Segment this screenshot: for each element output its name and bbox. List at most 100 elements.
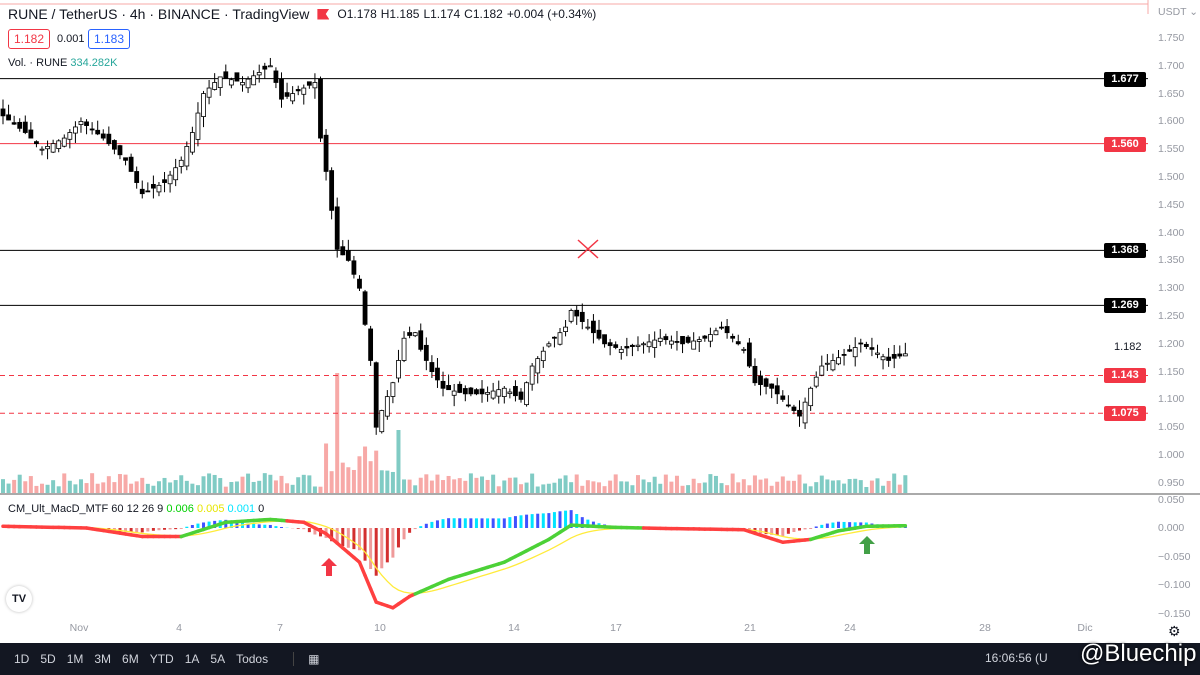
volume-bar bbox=[674, 475, 679, 493]
range-button-todos[interactable]: Todos bbox=[236, 652, 269, 666]
candle-body bbox=[891, 354, 897, 359]
volume-bar bbox=[140, 477, 145, 493]
volume-bar bbox=[179, 475, 184, 493]
time-axis-label: 7 bbox=[277, 622, 283, 634]
candle-body bbox=[189, 132, 195, 153]
goto-date-calendar-icon[interactable]: ▦ bbox=[293, 652, 319, 666]
buy-price[interactable]: 1.183 bbox=[88, 29, 131, 49]
candle-body bbox=[663, 336, 669, 341]
macd-histogram-bar bbox=[435, 520, 439, 528]
candle-body bbox=[123, 157, 128, 161]
candle-body bbox=[100, 133, 106, 139]
volume-bar bbox=[630, 485, 635, 493]
volume-bar bbox=[407, 479, 412, 493]
volume-bar bbox=[897, 484, 902, 493]
candle-body bbox=[11, 122, 17, 125]
volume-bar bbox=[463, 480, 468, 493]
candle-body bbox=[836, 357, 841, 365]
volume-bar bbox=[647, 482, 652, 493]
macd-histogram-bar bbox=[825, 523, 829, 528]
tradingview-logo[interactable]: TV bbox=[6, 586, 32, 612]
price-chart[interactable] bbox=[0, 0, 1200, 643]
candle-body bbox=[563, 326, 568, 332]
volume-bar bbox=[413, 485, 418, 493]
price-axis-label: 1.150 bbox=[1158, 365, 1185, 378]
candle-body bbox=[373, 362, 379, 428]
candle-body bbox=[774, 385, 780, 395]
candle-body bbox=[323, 134, 329, 172]
macd-line-segment bbox=[368, 587, 378, 604]
volume-bar bbox=[190, 483, 195, 493]
volume-bar bbox=[881, 485, 886, 493]
volume-bar bbox=[335, 373, 340, 493]
volume-bar bbox=[702, 482, 707, 493]
candle-body bbox=[267, 65, 273, 68]
range-button-5d[interactable]: 5D bbox=[40, 652, 56, 666]
volume-bar bbox=[39, 483, 44, 493]
ohlc-values: O1.178 H1.185 L1.174 C1.182 +0.004 (+0.34%) bbox=[337, 7, 597, 21]
volume-bar bbox=[195, 485, 200, 493]
macd-histogram-bar bbox=[837, 521, 840, 528]
candle-body bbox=[61, 137, 67, 147]
price-axis-label: 1.100 bbox=[1158, 393, 1185, 406]
volume-bar bbox=[268, 474, 273, 493]
candle-body bbox=[485, 392, 490, 395]
sell-price[interactable]: 1.182 bbox=[8, 29, 51, 49]
volume-bar bbox=[117, 474, 122, 493]
macd-histogram-bar bbox=[586, 519, 590, 528]
volume-bar bbox=[246, 473, 251, 493]
candle-body bbox=[301, 87, 307, 95]
candle-body bbox=[440, 380, 446, 389]
volume-bar bbox=[273, 480, 278, 493]
macd-histogram-bar bbox=[302, 528, 306, 530]
volume-bar bbox=[585, 480, 590, 493]
macd-histogram-bar bbox=[363, 528, 367, 561]
candle-body bbox=[657, 337, 663, 342]
macd-histogram-bar bbox=[357, 528, 361, 551]
volume-bar bbox=[296, 477, 301, 493]
volume-bar bbox=[201, 476, 206, 493]
candle-body bbox=[680, 336, 685, 345]
settings-gear-icon[interactable]: ⚙ bbox=[1168, 623, 1181, 639]
volume-bar bbox=[641, 479, 646, 493]
candle-body bbox=[201, 93, 206, 117]
macd-line-segment bbox=[363, 573, 373, 591]
volume-bar bbox=[602, 486, 607, 493]
candle-body bbox=[780, 395, 786, 400]
price-axis-label: 1.200 bbox=[1158, 337, 1185, 350]
macd-histogram-bar bbox=[759, 528, 763, 534]
candle-body bbox=[290, 93, 296, 102]
candle-body bbox=[17, 121, 23, 129]
macd-histogram-bar bbox=[508, 517, 512, 528]
volume-bar bbox=[418, 477, 423, 493]
candle-body bbox=[279, 78, 284, 100]
price-axis-label: 1.050 bbox=[1158, 421, 1185, 434]
range-button-1a[interactable]: 1A bbox=[184, 652, 200, 666]
macd-histogram-bar bbox=[196, 523, 200, 528]
macd-histogram-bar bbox=[280, 527, 283, 528]
volume-bar bbox=[680, 485, 685, 493]
range-button-1d[interactable]: 1D bbox=[14, 652, 30, 666]
range-button-3m[interactable]: 3M bbox=[94, 652, 112, 666]
symbol-title[interactable]: RUNE / TetherUS · 4h · BINANCE · Trading… bbox=[8, 6, 310, 22]
candle-body bbox=[178, 159, 184, 167]
flag-icon[interactable] bbox=[317, 8, 330, 20]
range-button-5a[interactable]: 5A bbox=[210, 652, 226, 666]
candle-body bbox=[429, 362, 435, 372]
candle-body bbox=[501, 387, 507, 397]
volume-bar bbox=[162, 477, 167, 493]
current-price-label: 1.182 bbox=[1112, 341, 1144, 354]
macd-histogram-bar bbox=[168, 528, 172, 530]
range-button-6m[interactable]: 6M bbox=[122, 652, 139, 666]
range-button-1m[interactable]: 1M bbox=[66, 652, 84, 666]
macd-histogram-bar bbox=[313, 528, 317, 535]
time-axis-label: 24 bbox=[844, 622, 856, 634]
volume-bar bbox=[390, 471, 395, 493]
volume-bar bbox=[184, 480, 189, 493]
candle-body bbox=[719, 326, 724, 329]
price-axis-label: 1.350 bbox=[1158, 254, 1185, 267]
currency-selector[interactable]: USDT ⌄ bbox=[1158, 6, 1199, 18]
candle-body bbox=[869, 347, 875, 350]
range-button-ytd[interactable]: YTD bbox=[149, 652, 174, 666]
volume-bar bbox=[591, 481, 596, 493]
